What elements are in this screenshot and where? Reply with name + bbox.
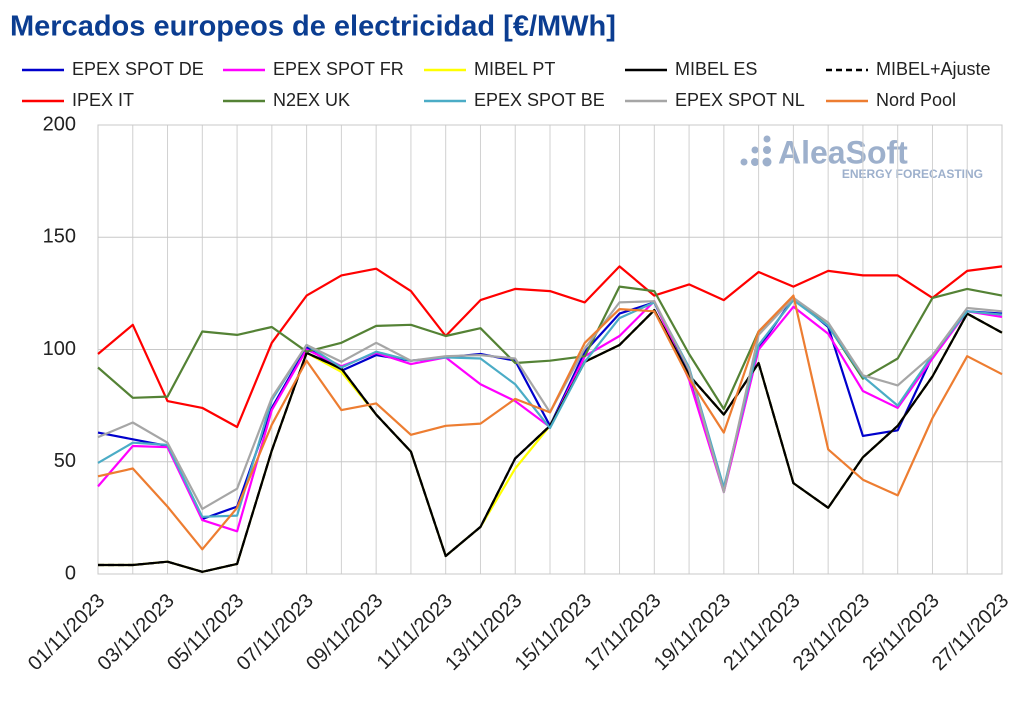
logo-dot [763, 135, 771, 143]
legend-label: EPEX SPOT FR [273, 59, 404, 79]
y-tick-label: 150 [43, 226, 76, 248]
logo-dot [763, 146, 771, 154]
series-line [97, 265, 1003, 429]
y-tick-label: 0 [65, 562, 76, 584]
watermark: AleaSoft ENERGY FORECASTING [740, 134, 983, 181]
plot-border [97, 124, 1003, 575]
y-tick-label: 100 [43, 338, 76, 360]
legend-label: Nord Pool [876, 90, 956, 110]
chart-title: Mercados europeos de electricidad [€/MWh… [10, 11, 616, 43]
logo-dot [751, 146, 759, 154]
watermark-name: AleaSoft [778, 134, 908, 170]
series-line [97, 294, 1003, 551]
y-tick-label: 50 [54, 450, 76, 472]
legend-label: MIBEL ES [675, 59, 757, 79]
watermark-tagline: ENERGY FORECASTING [842, 167, 983, 181]
legend-label: EPEX SPOT DE [72, 59, 204, 79]
legend-label: EPEX SPOT BE [474, 90, 605, 110]
legend-label: MIBEL PT [474, 59, 555, 79]
logo-dot [762, 157, 772, 167]
legend-label: EPEX SPOT NL [675, 90, 805, 110]
legend-label: N2EX UK [273, 90, 350, 110]
y-tick-label: 200 [43, 113, 76, 135]
logo-dot [740, 158, 748, 166]
logo-dot [751, 158, 759, 166]
legend-label: IPEX IT [72, 90, 134, 110]
legend-label: MIBEL+Ajuste [876, 59, 991, 79]
